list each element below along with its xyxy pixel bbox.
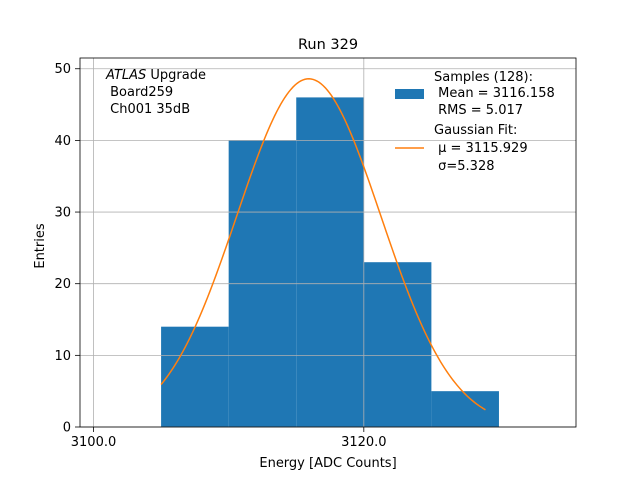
histogram-bar: [363, 262, 432, 427]
x-axis-ticks: 3100.0 3120.0: [71, 427, 387, 450]
annotation-channel: Ch001 35dB: [106, 102, 190, 117]
gaussian-fit-curve: [160, 78, 486, 411]
y-tick-label: 20: [54, 277, 71, 292]
axes-border: [79, 57, 577, 428]
legend-fit-mu: μ = 3115.929: [434, 141, 528, 156]
axes-frame: [79, 57, 577, 428]
annotation-board: Board259: [106, 85, 173, 100]
y-tick-label: 40: [54, 134, 71, 149]
chart-title: Run 329: [298, 37, 358, 53]
x-axis-label: Energy [ADC Counts]: [259, 456, 396, 471]
legend-fit-sigma: σ=5.328: [434, 159, 494, 174]
annotation-line-1: ATLAS Upgrade: [105, 68, 206, 83]
y-tick-label: 50: [54, 62, 71, 77]
run-annotation: ATLAS Upgrade Board259 Ch001 35dB: [105, 68, 206, 117]
legend-fit-title: Gaussian Fit:: [434, 123, 517, 138]
legend-samples-rms: RMS = 5.017: [434, 103, 523, 118]
legend-samples-title: Samples (128):: [434, 70, 533, 85]
legend-swatch-samples: [395, 89, 424, 99]
upgrade-label: Upgrade: [146, 68, 206, 83]
y-tick-label: 10: [54, 349, 71, 364]
x-tick-label: 3100.0: [71, 435, 117, 450]
y-axis-ticks: 0 10 20 30 40 50: [54, 62, 80, 436]
atlas-label: ATLAS: [105, 68, 146, 83]
legend-samples-mean: Mean = 3116.158: [434, 86, 555, 101]
histogram-bars: [161, 97, 499, 427]
y-tick-label: 30: [54, 206, 71, 221]
histogram-bar: [296, 97, 364, 427]
histogram-bar: [161, 326, 229, 427]
histogram-bar: [431, 391, 499, 427]
y-tick-label: 0: [63, 421, 71, 436]
x-tick-label: 3120.0: [341, 435, 387, 450]
y-axis-label: Entries: [33, 223, 48, 269]
legend: Samples (128): Mean = 3116.158 RMS = 5.0…: [395, 70, 555, 174]
